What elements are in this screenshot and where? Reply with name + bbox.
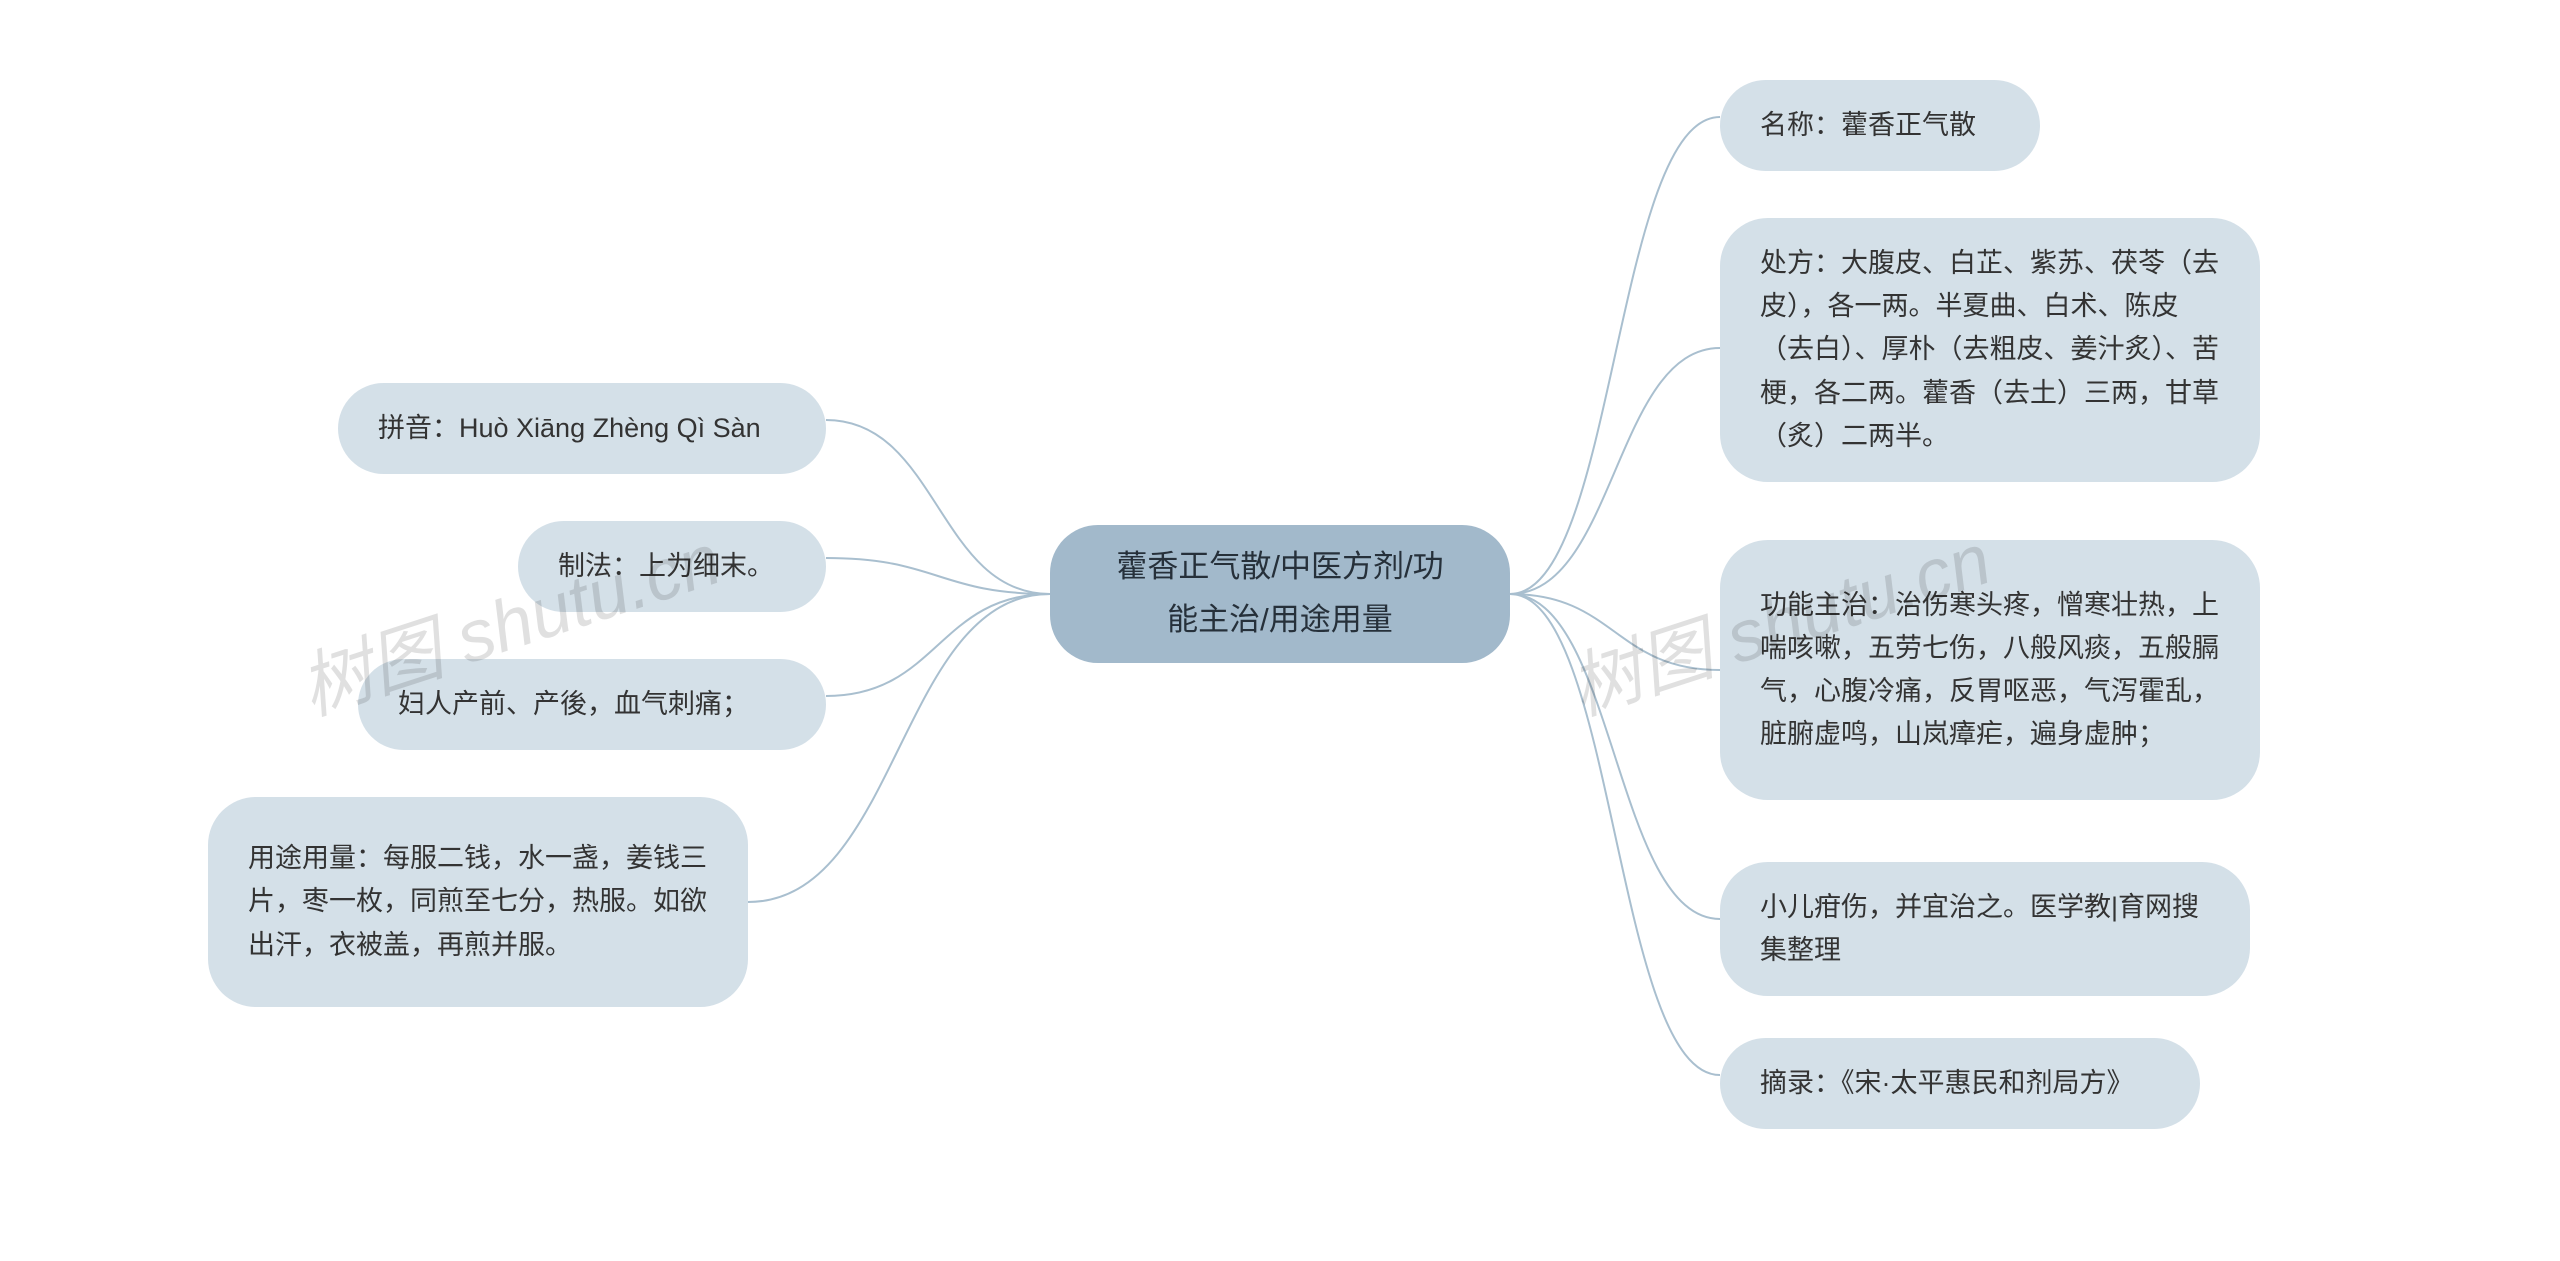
node-pinyin: 拼音：Huò Xiānɡ Zhènɡ Qì Sàn: [338, 383, 826, 474]
node-source: 摘录：《宋·太平惠民和剂局方》: [1720, 1038, 2200, 1129]
node-name: 名称：藿香正气散: [1720, 80, 2040, 171]
mindmap-canvas: 藿香正气散/中医方剂/功能主治/用途用量 名称：藿香正气散 处方：大腹皮、白芷、…: [0, 0, 2560, 1261]
node-prescription: 处方：大腹皮、白芷、紫苏、茯苓（去皮），各一两。半夏曲、白术、陈皮（去白）、厚朴…: [1720, 218, 2260, 482]
node-indications: 功能主治：治伤寒头疼，憎寒壮热，上喘咳嗽，五劳七伤，八般风痰，五般膈气，心腹冷痛…: [1720, 540, 2260, 800]
center-node: 藿香正气散/中医方剂/功能主治/用途用量: [1050, 525, 1510, 663]
node-women: 妇人产前、产後，血气刺痛；: [358, 659, 826, 750]
node-preparation: 制法：上为细末。: [518, 521, 826, 612]
node-dosage: 用途用量：每服二钱，水一盏，姜钱三片，枣一枚，同煎至七分，热服。如欲出汗，衣被盖…: [208, 797, 748, 1007]
node-pediatric: 小儿疳伤，并宜治之。医学教|育网搜集整理: [1720, 862, 2250, 996]
